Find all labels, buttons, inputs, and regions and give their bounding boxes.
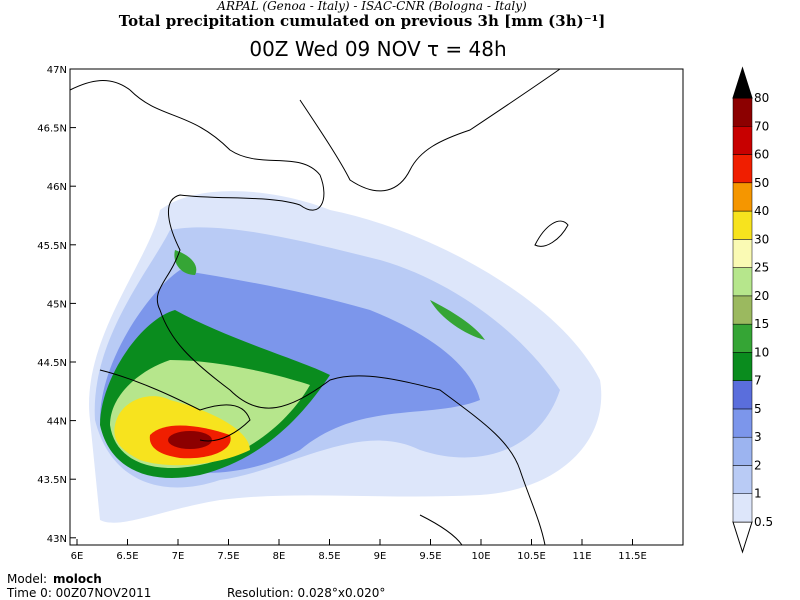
coastline: [69, 80, 546, 546]
island: [534, 220, 569, 247]
lon-label: 7.5E: [217, 551, 239, 562]
lon-label: 10E: [471, 551, 490, 562]
lon-label: 9E: [374, 551, 387, 562]
colorbar-segment: [732, 323, 753, 353]
lon-label: 8E: [273, 551, 286, 562]
resolution: Resolution: 0.028°x0.020°: [227, 586, 385, 600]
lon-label: 10.5E: [517, 551, 546, 562]
colorbar-label: 10: [754, 345, 769, 359]
colorbar-segment: [732, 154, 753, 184]
colorbar-segment: [732, 295, 753, 325]
colorbar-cap: [732, 66, 753, 99]
lat-label: 47N: [47, 65, 67, 76]
map: 6E 6.5E 7E 7.5E 8E 8.5E 9E 9.5E 10E 10.5E 11E 11.5E…: [37, 65, 684, 562]
colorbar-label: 70: [754, 119, 769, 133]
colorbar-label: 20: [754, 289, 769, 303]
colorbar-label: 1: [754, 487, 762, 501]
colorbar-segment: [732, 465, 753, 494]
colorbar-segment: [732, 380, 753, 410]
colorbar-label: 2: [754, 458, 762, 472]
colorbar-label: 5: [754, 402, 762, 416]
colorbar-label: 30: [754, 232, 769, 246]
colorbar-label: 80: [754, 91, 769, 105]
credit: ARPAL (Genoa - Italy) - ISAC-CNR (Bologn…: [216, 0, 527, 13]
lat-label: 43N: [47, 534, 67, 545]
time: Time 0: 00Z07NOV2011: [6, 586, 151, 600]
colorbar: 0.5 1 2 3 5 7 10 15 20 25 30 40 50 60 70 80: [732, 66, 773, 554]
model-label: Model:: [7, 572, 47, 586]
lon-label: 6.5E: [116, 551, 138, 562]
lat-label: 43.5N: [37, 475, 67, 486]
lon-label: 7E: [172, 551, 185, 562]
colorbar-segment: [732, 210, 753, 240]
colorbar-segment: [732, 126, 753, 155]
lon-label: 9.5E: [419, 551, 441, 562]
lat-label: 45.5N: [37, 241, 67, 252]
border: [99, 369, 251, 442]
colorbar-segment: [732, 352, 753, 381]
colorbar-segment: [732, 493, 753, 523]
colorbar-label: 3: [754, 430, 762, 444]
lon-label: 8.5E: [318, 551, 340, 562]
colorbar-segment: [732, 239, 753, 268]
subtitle: 00Z Wed 09 NOV τ = 48h: [249, 37, 506, 61]
colorbar-label: 7: [754, 374, 762, 388]
title: Total precipitation cumulated on previou…: [119, 12, 606, 30]
model: moloch: [53, 572, 102, 586]
colorbar-cap: [732, 521, 753, 554]
colorbar-segment: [732, 97, 753, 127]
colorbar-label: 15: [754, 317, 769, 331]
lon-label: 6E: [71, 551, 84, 562]
colorbar-segment: [732, 436, 753, 466]
colorbar-segment: [732, 408, 753, 438]
precip-core: [168, 431, 212, 449]
coastline: [299, 68, 561, 192]
lon-label: 11.5E: [618, 551, 647, 562]
precip-area: [174, 250, 197, 275]
lon-label: 11E: [572, 551, 591, 562]
lat-label: 46.5N: [37, 124, 67, 135]
colorbar-segment: [732, 182, 753, 212]
colorbar-label: 25: [754, 261, 769, 275]
lat-label: 45N: [47, 299, 67, 310]
lat-label: 44.5N: [37, 358, 67, 369]
lat-label: 44N: [47, 417, 67, 428]
colorbar-label: 0.5: [754, 515, 773, 529]
coastlines: [69, 68, 569, 546]
lat-label: 46N: [47, 182, 67, 193]
colorbar-label: 60: [754, 148, 769, 162]
colorbar-label: 40: [754, 204, 769, 218]
colorbar-segment: [732, 267, 753, 297]
precip-field: [89, 191, 602, 523]
colorbar-label: 50: [754, 176, 769, 190]
precip-area: [430, 300, 485, 340]
coastline: [419, 514, 463, 546]
